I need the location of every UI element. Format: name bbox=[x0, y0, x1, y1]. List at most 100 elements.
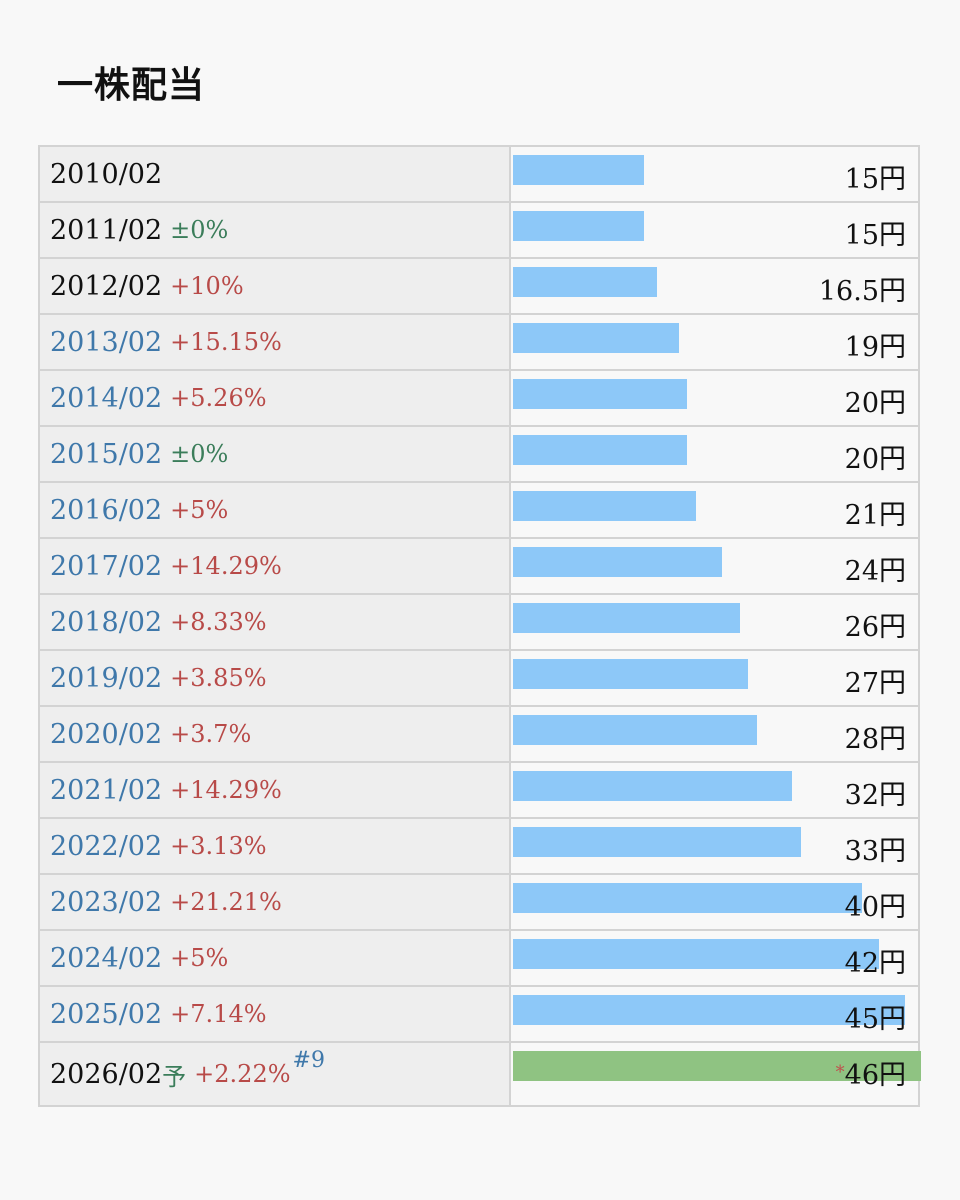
fiscal-date[interactable]: 2017/02 bbox=[50, 550, 163, 582]
change-percent: +2.22% bbox=[194, 1060, 291, 1088]
table-row: 2014/02 +5.26% 20円 bbox=[40, 371, 918, 427]
bar-cell: 33円 bbox=[511, 819, 918, 873]
change-percent: +21.21% bbox=[170, 888, 282, 916]
dividend-bar bbox=[513, 995, 905, 1025]
row-label-cell: 2011/02 ±0% bbox=[40, 203, 511, 257]
row-label-cell: 2015/02 ±0% bbox=[40, 427, 511, 481]
bar-cell: 20円 bbox=[511, 371, 918, 425]
dividend-value-text: 20円 bbox=[844, 388, 906, 419]
fiscal-date[interactable]: 2014/02 bbox=[50, 382, 163, 414]
dividend-value: 21円 bbox=[845, 493, 906, 532]
dividend-value-text: 27円 bbox=[844, 668, 906, 699]
row-label-cell: 2010/02 bbox=[40, 147, 511, 201]
dividend-value: 45円 bbox=[845, 997, 906, 1036]
estimate-mark: * bbox=[835, 1062, 845, 1083]
footnote-link[interactable]: #9 bbox=[292, 1047, 325, 1073]
dividend-value-text: 15円 bbox=[844, 220, 906, 251]
fiscal-date[interactable]: 2024/02 bbox=[50, 942, 163, 974]
dividend-value: *46円 bbox=[836, 1053, 906, 1092]
change-percent: ±0% bbox=[170, 440, 229, 468]
dividend-value: 24円 bbox=[845, 549, 906, 588]
dividend-value: 27円 bbox=[845, 661, 906, 700]
dividend-value: 20円 bbox=[845, 437, 906, 476]
dividend-value-text: 32円 bbox=[844, 780, 906, 811]
fiscal-date[interactable]: 2015/02 bbox=[50, 438, 163, 470]
table-row: 2023/02 +21.21% 40円 bbox=[40, 875, 918, 931]
table-row: 2021/02 +14.29% 32円 bbox=[40, 763, 918, 819]
row-label-cell: 2016/02 +5% bbox=[40, 483, 511, 537]
dividend-bar bbox=[513, 939, 879, 969]
row-label-cell: 2024/02 +5% bbox=[40, 931, 511, 985]
dividend-value-text: 28円 bbox=[844, 724, 906, 755]
bar-cell: 21円 bbox=[511, 483, 918, 537]
row-label-cell: 2021/02 +14.29% bbox=[40, 763, 511, 817]
change-percent: ±0% bbox=[170, 216, 229, 244]
fiscal-date[interactable]: 2023/02 bbox=[50, 886, 163, 918]
dividend-value: 26円 bbox=[845, 605, 906, 644]
row-label-cell: 2018/02 +8.33% bbox=[40, 595, 511, 649]
fiscal-date[interactable]: 2022/02 bbox=[50, 830, 163, 862]
row-label-cell: 2014/02 +5.26% bbox=[40, 371, 511, 425]
change-percent: +14.29% bbox=[170, 776, 282, 804]
dividend-value-text: 42円 bbox=[844, 948, 906, 979]
dividend-value-text: 15円 bbox=[844, 164, 906, 195]
dividend-value-text: 46円 bbox=[844, 1060, 906, 1091]
bar-cell: 24円 bbox=[511, 539, 918, 593]
bar-cell: 15円 bbox=[511, 147, 918, 201]
table-row: 2010/02 15円 bbox=[40, 147, 918, 203]
fiscal-date[interactable]: 2013/02 bbox=[50, 326, 163, 358]
row-label-cell: 2025/02 +7.14% bbox=[40, 987, 511, 1041]
dividend-bar bbox=[513, 827, 801, 857]
dividend-value: 16.5円 bbox=[819, 269, 906, 308]
row-label-cell: 2012/02 +10% bbox=[40, 259, 511, 313]
bar-cell: 32円 bbox=[511, 763, 918, 817]
change-percent: +3.7% bbox=[170, 720, 252, 748]
row-label-cell: 2020/02 +3.7% bbox=[40, 707, 511, 761]
dividend-value-text: 26円 bbox=[844, 612, 906, 643]
dividend-bar bbox=[513, 771, 792, 801]
dividend-value: 40円 bbox=[845, 885, 906, 924]
table-row: 2012/02 +10% 16.5円 bbox=[40, 259, 918, 315]
row-label-cell: 2022/02 +3.13% bbox=[40, 819, 511, 873]
fiscal-date[interactable]: 2025/02 bbox=[50, 998, 163, 1030]
fiscal-date[interactable]: 2019/02 bbox=[50, 662, 163, 694]
dividend-value-text: 33円 bbox=[844, 836, 906, 867]
bar-cell: 40円 bbox=[511, 875, 918, 929]
change-percent: +14.29% bbox=[170, 552, 282, 580]
bar-cell: 15円 bbox=[511, 203, 918, 257]
dividend-bar bbox=[513, 659, 748, 689]
fiscal-date[interactable]: 2018/02 bbox=[50, 606, 163, 638]
dividend-table: 2010/02 15円 2011/02 ±0% 15円 2012/02 +10% 16.5円 2… bbox=[38, 145, 921, 1107]
bar-cell: 26円 bbox=[511, 595, 918, 649]
change-percent: +15.15% bbox=[170, 328, 282, 356]
change-percent: +3.13% bbox=[170, 832, 267, 860]
fiscal-date[interactable]: 2021/02 bbox=[50, 774, 163, 806]
bar-cell: 42円 bbox=[511, 931, 918, 985]
forecast-mark: 予 bbox=[162, 1062, 187, 1091]
table-row: 2018/02 +8.33% 26円 bbox=[40, 595, 918, 651]
dividend-value: 42円 bbox=[845, 941, 906, 980]
table-row: 2017/02 +14.29% 24円 bbox=[40, 539, 918, 595]
bar-cell: *46円 bbox=[511, 1043, 921, 1105]
dividend-value-text: 24円 bbox=[844, 556, 906, 587]
fiscal-date[interactable]: 2020/02 bbox=[50, 718, 163, 750]
bar-cell: 27円 bbox=[511, 651, 918, 705]
row-label-cell: 2013/02 +15.15% bbox=[40, 315, 511, 369]
table-row: 2020/02 +3.7% 28円 bbox=[40, 707, 918, 763]
row-label-cell: 2026/02 予 +2.22% #9 bbox=[40, 1043, 511, 1105]
dividend-bar bbox=[513, 435, 687, 465]
dividend-value-text: 16.5円 bbox=[818, 276, 906, 307]
dividend-value-text: 19円 bbox=[844, 332, 906, 363]
dividend-bar bbox=[513, 603, 740, 633]
dividend-bar bbox=[513, 547, 722, 577]
row-label-cell: 2019/02 +3.85% bbox=[40, 651, 511, 705]
dividend-bar bbox=[513, 379, 687, 409]
dividend-value-text: 45円 bbox=[844, 1004, 906, 1035]
fiscal-date[interactable]: 2016/02 bbox=[50, 494, 163, 526]
fiscal-date: 2011/02 bbox=[50, 214, 163, 246]
table-row: 2026/02 予 +2.22% #9 *46円 bbox=[40, 1043, 921, 1105]
table-row: 2024/02 +5% 42円 bbox=[40, 931, 918, 987]
table-row: 2016/02 +5% 21円 bbox=[40, 483, 918, 539]
change-percent: +5.26% bbox=[170, 384, 267, 412]
bar-cell: 45円 bbox=[511, 987, 918, 1041]
